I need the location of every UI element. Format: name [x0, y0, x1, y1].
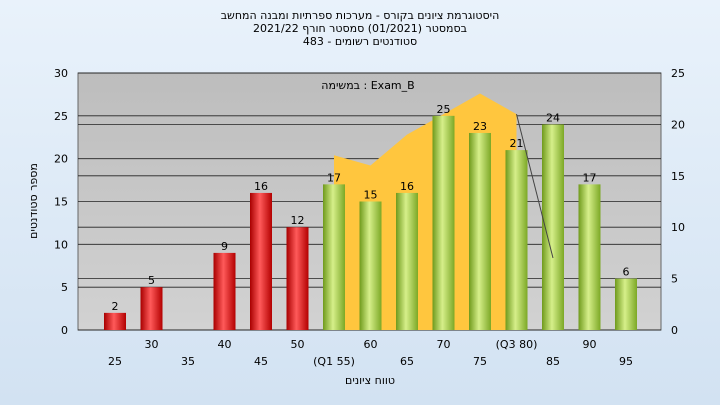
bar-(Q3 80) — [505, 150, 528, 330]
data-label-(Q1 55): 17 — [327, 171, 341, 184]
y-left-tick-0: 0 — [61, 324, 68, 337]
legend-text: במשימה : Exam_B — [321, 79, 414, 92]
y-right-tick-10: 10 — [671, 221, 685, 234]
data-label-90: 17 — [583, 171, 597, 184]
data-label-25: 2 — [112, 300, 119, 313]
data-label-95: 6 — [623, 266, 630, 279]
x-tick-7: 60 — [364, 338, 378, 351]
x-tick-0: 25 — [108, 355, 122, 368]
x-tick-4: 45 — [254, 355, 268, 368]
y-axis-left: 0 5 10 15 20 25 30 — [54, 67, 68, 337]
x-tick-13: 90 — [583, 338, 597, 351]
data-label-30: 5 — [148, 274, 155, 287]
data-label-70: 25 — [437, 103, 451, 116]
y-right-tick-15: 15 — [671, 170, 685, 183]
data-label-(Q3 80): 21 — [510, 137, 524, 150]
x-tick-1: 30 — [145, 338, 159, 351]
bars — [104, 115, 637, 331]
y-right-tick-0: 0 — [671, 324, 678, 337]
data-label-40: 9 — [221, 240, 228, 253]
data-label-50: 12 — [291, 214, 305, 227]
y-right-tick-25: 25 — [671, 67, 685, 80]
line-series — [516, 113, 554, 259]
data-label-75: 23 — [473, 120, 487, 133]
x-tick-14: 95 — [619, 355, 633, 368]
y-right-tick-20: 20 — [671, 118, 685, 131]
bar-25 — [104, 312, 126, 330]
y-left-tick-5: 5 — [61, 281, 68, 294]
data-label-60: 15 — [364, 189, 378, 202]
x-tick-2: 35 — [181, 355, 195, 368]
bar-75 — [469, 132, 491, 330]
x-axis-title: טווח ציונים — [345, 374, 395, 387]
x-tick-5: 50 — [291, 338, 305, 351]
y-left-tick-20: 20 — [54, 153, 68, 166]
bar-30 — [140, 287, 163, 330]
bar-95 — [615, 278, 637, 330]
data-label-65: 16 — [400, 180, 414, 193]
bar-70 — [432, 115, 455, 330]
y-axis-title: מספר סטודנטים — [27, 163, 40, 239]
y-left-tick-10: 10 — [54, 238, 68, 251]
bar-85 — [542, 124, 564, 331]
x-tick-6: (Q1 55) — [313, 355, 355, 368]
x-tick-11: (Q3 80) — [496, 338, 538, 351]
y-right-tick-5: 5 — [671, 273, 678, 286]
x-tick-12: 85 — [546, 355, 560, 368]
line-path — [516, 113, 554, 259]
y-left-tick-30: 30 — [54, 67, 68, 80]
bar-50 — [286, 227, 309, 330]
chart-title: היסטוגרמת ציונים בקורס - מערכות ספרתיות … — [220, 9, 500, 22]
x-tick-10: 75 — [473, 355, 487, 368]
chart-subtitle-students: סטודנטים רשומים - 483 — [302, 35, 418, 48]
chart-subtitle-semester: בסמסטר (01/2021) סמסטר חורף 2021/22 — [253, 22, 467, 35]
y-axis-right: 0 5 10 15 20 25 — [671, 67, 685, 337]
data-label-45: 16 — [254, 180, 268, 193]
x-tick-3: 40 — [218, 338, 232, 351]
bar-65 — [396, 192, 418, 330]
x-tick-8: 65 — [400, 355, 414, 368]
y-left-tick-15: 15 — [54, 196, 68, 209]
bar-60 — [359, 201, 382, 330]
bar-40 — [213, 252, 236, 330]
y-left-tick-25: 25 — [54, 110, 68, 123]
bar-(Q1 55) — [323, 184, 345, 330]
x-tick-9: 70 — [437, 338, 451, 351]
bar-90 — [578, 184, 601, 330]
data-label-85: 24 — [546, 111, 560, 124]
bar-45 — [250, 192, 272, 330]
x-axis: 25 30 35 40 45 50 (Q1 55) 60 65 70 75 (Q3 80) 85 90 95 — [108, 338, 633, 368]
